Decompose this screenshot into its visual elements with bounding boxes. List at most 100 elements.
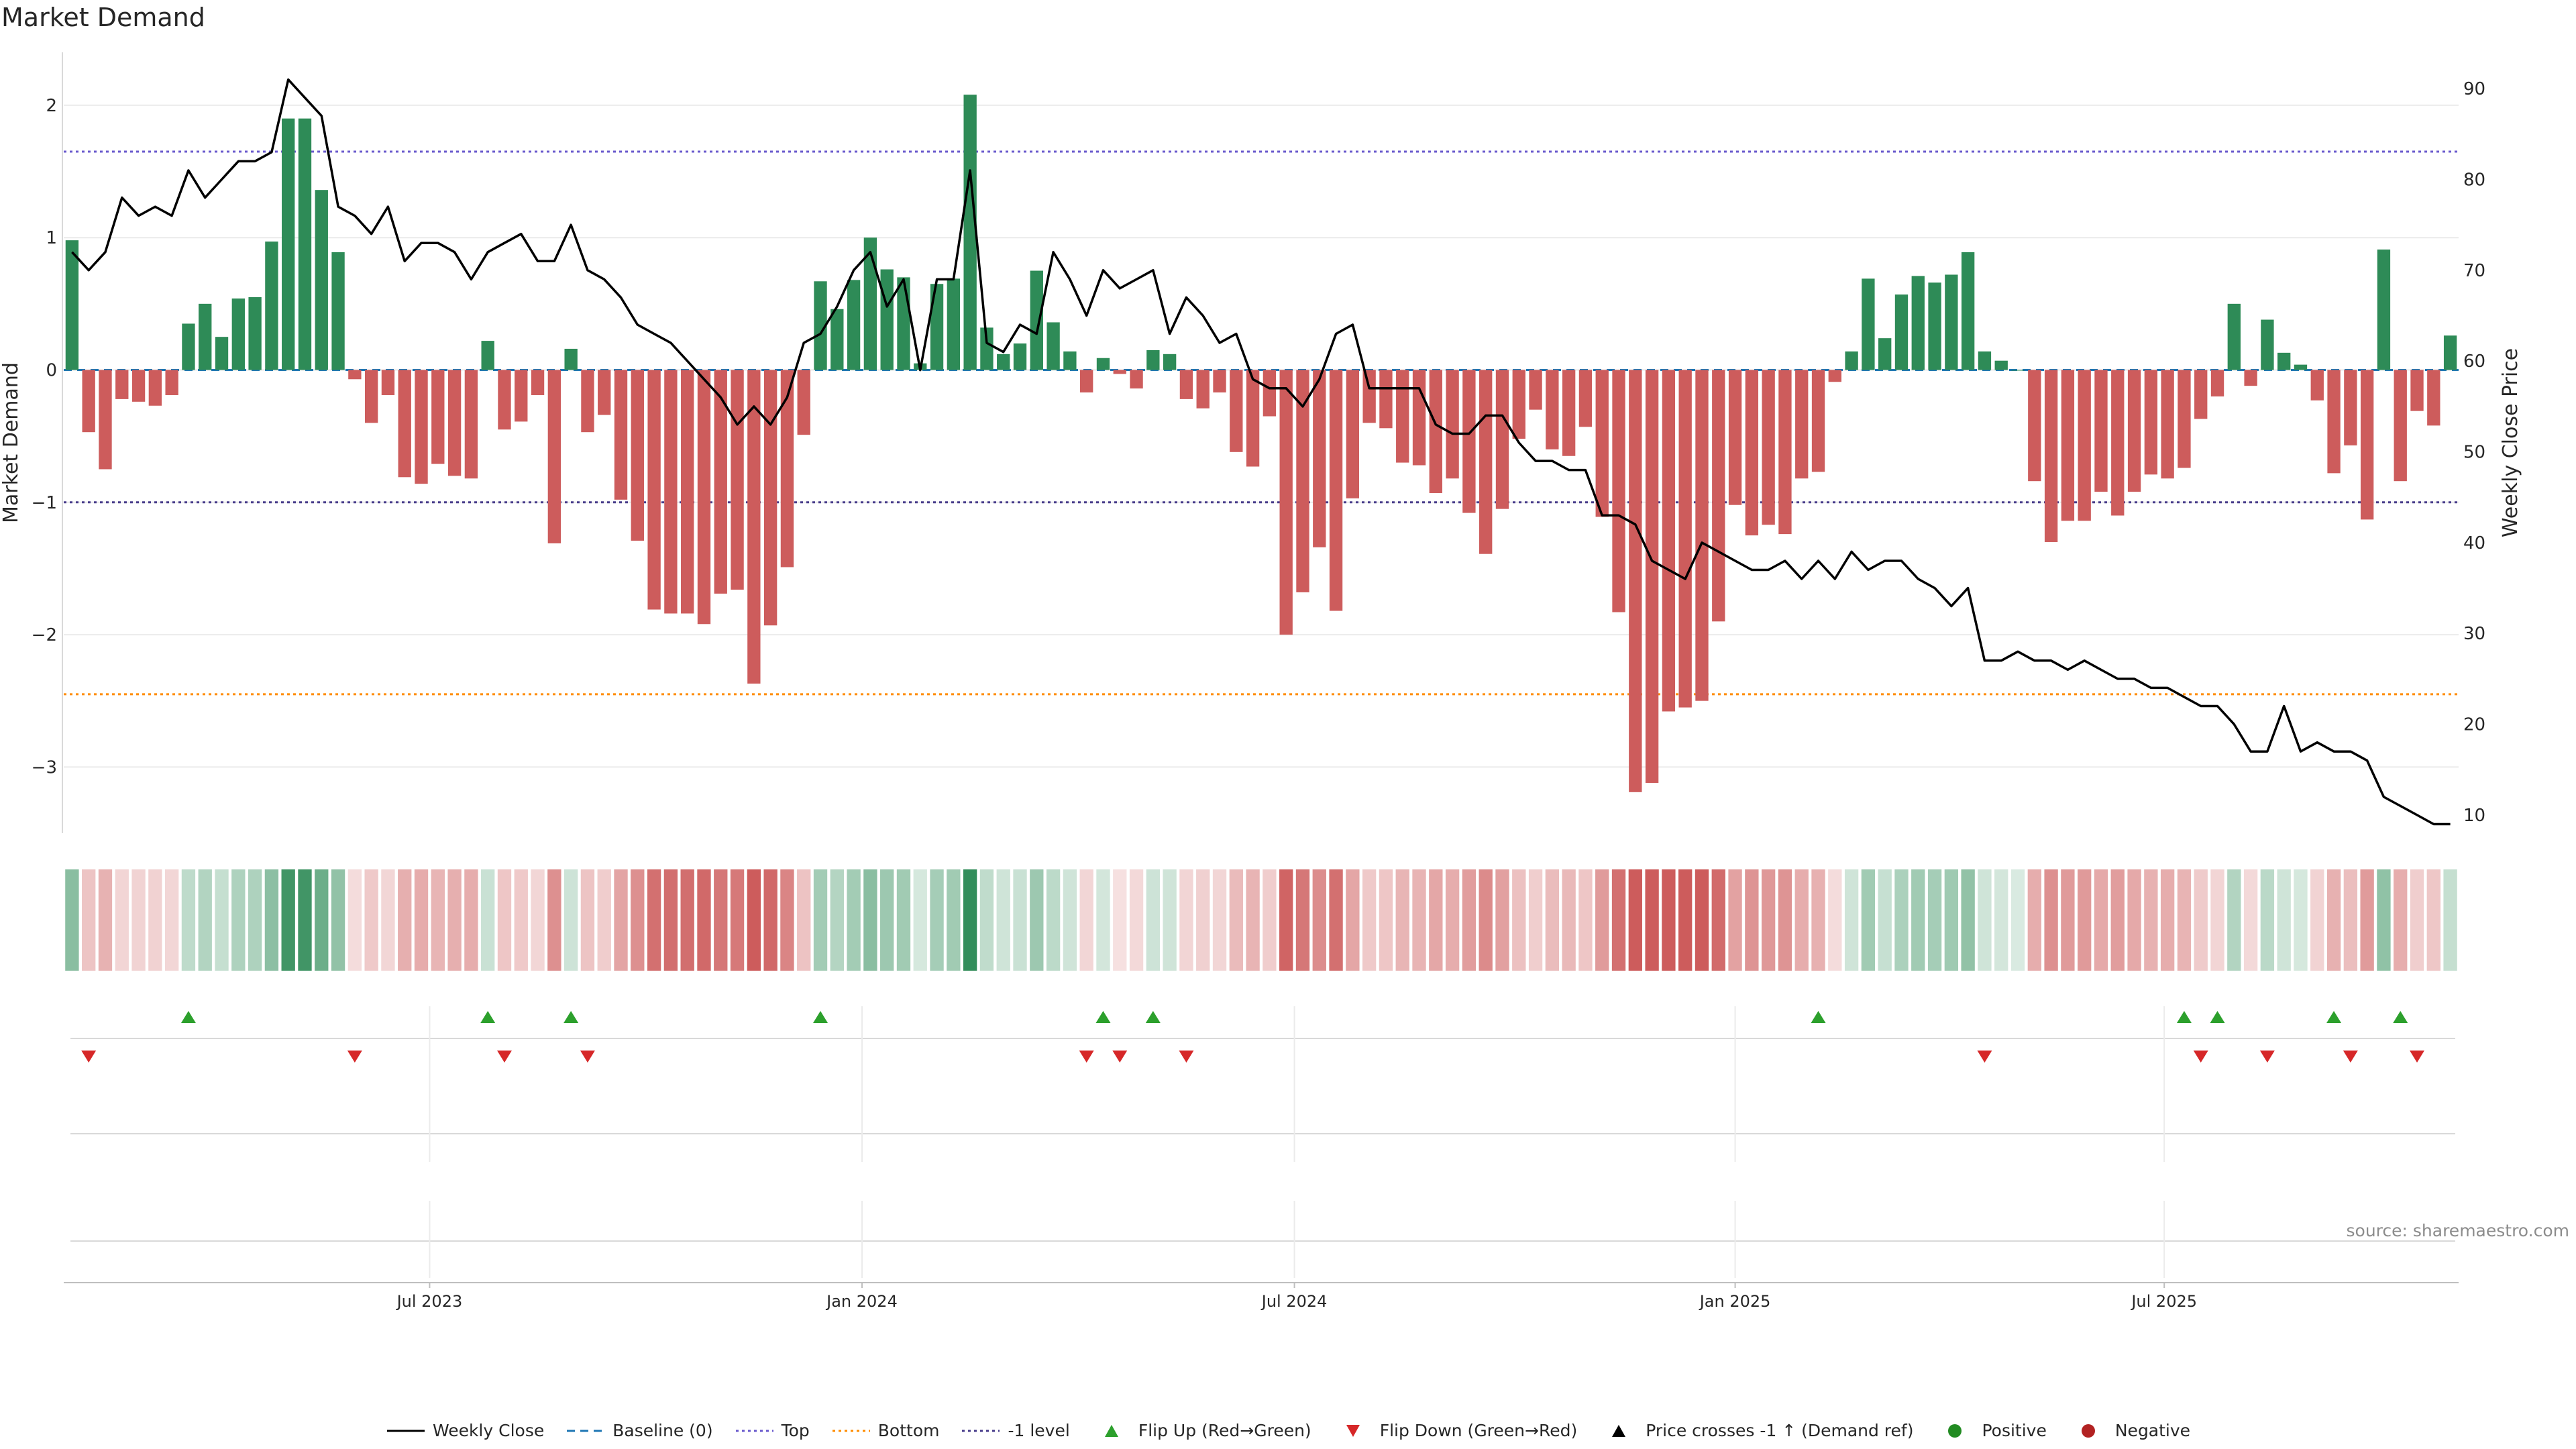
demand-bar (547, 370, 561, 543)
demand-bar (2443, 335, 2457, 370)
y2-tick-label: 50 (2463, 443, 2485, 463)
heat-cell (1129, 869, 1144, 971)
heat-cell (1745, 869, 1759, 971)
demand-bar (1163, 354, 1177, 370)
demand-bar (131, 370, 146, 402)
flip-up-marker (2176, 1011, 2192, 1023)
legend-item: Baseline (0) (566, 1421, 713, 1440)
demand-bar (2344, 370, 2357, 445)
heat-cell (2078, 869, 2092, 971)
legend-marker (735, 1430, 773, 1432)
heat-cell (863, 869, 877, 971)
demand-bar (1978, 351, 1992, 370)
demand-bar (1562, 370, 1576, 456)
demand-bar (148, 370, 162, 406)
flip-down-marker (496, 1051, 512, 1063)
heat-cell (1578, 869, 1593, 971)
demand-bar (515, 370, 528, 422)
heat-cell (1944, 869, 1959, 971)
heat-cell (680, 869, 694, 971)
heat-cell (1030, 869, 1044, 971)
demand-bar (2294, 364, 2308, 370)
heat-cell (1312, 869, 1326, 971)
heat-cell (813, 869, 828, 971)
demand-bar (2277, 352, 2291, 370)
heat-cell (1495, 869, 1509, 971)
demand-bar (115, 370, 129, 399)
demand-bar (1911, 276, 1925, 370)
y-tick-label: 1 (46, 228, 57, 248)
flip-down-marker (2410, 1051, 2425, 1063)
demand-bar (1396, 370, 1409, 463)
y2-tick-label: 10 (2463, 806, 2485, 826)
demand-bar (2144, 370, 2158, 475)
x-tick-label: Jul 2025 (2130, 1292, 2197, 1311)
heat-cell (2160, 869, 2175, 971)
demand-bar (897, 277, 910, 370)
demand-bar (1845, 351, 1858, 370)
demand-bar (2377, 249, 2391, 370)
flip-up-marker (1095, 1011, 1111, 1023)
y2-tick-label: 70 (2463, 261, 2485, 281)
demand-bar (1130, 370, 1143, 389)
demand-bar (99, 370, 112, 470)
heat-cell (1013, 869, 1027, 971)
heat-cell (1961, 869, 1975, 971)
heat-cell (663, 869, 678, 971)
heat-cell (1978, 869, 1992, 971)
heat-cell (2277, 869, 2291, 971)
heat-cell (315, 869, 329, 971)
demand-bar (763, 370, 777, 626)
demand-bar (2061, 370, 2075, 521)
heat-cell (1844, 869, 1859, 971)
legend-marker (1346, 1424, 1360, 1437)
heat-cell (497, 869, 512, 971)
demand-bar (1512, 370, 1525, 439)
heat-cell (431, 869, 445, 971)
demand-bar (1645, 370, 1659, 784)
legend-marker (386, 1430, 425, 1432)
heat-cell (1279, 869, 1293, 971)
heat-cell (1927, 869, 1942, 971)
demand-bar (1230, 370, 1243, 452)
legend-item: Flip Up (Red→Green) (1091, 1421, 1311, 1440)
demand-bar (1546, 370, 1559, 449)
y-tick-label: −2 (32, 625, 57, 645)
demand-bar (1346, 370, 1360, 498)
heat-cell (2177, 869, 2192, 971)
heat-cell (1994, 869, 2008, 971)
heat-cell (1878, 869, 1892, 971)
heat-cell (2227, 869, 2241, 971)
heat-cell (1894, 869, 1909, 971)
flip-down-marker (1179, 1051, 1194, 1063)
heat-cell (913, 869, 927, 971)
heat-cell (1179, 869, 1193, 971)
flip-down-marker (2259, 1051, 2275, 1063)
demand-bar (1080, 370, 1093, 393)
x-tick-label: Jan 2025 (1699, 1292, 1771, 1311)
x-tick-label: Jan 2024 (825, 1292, 898, 1311)
legend-label: Negative (2114, 1421, 2191, 1440)
demand-bar (1928, 282, 1941, 370)
legend-item: -1 level (961, 1421, 1070, 1440)
heat-cell (1429, 869, 1443, 971)
demand-bar (930, 284, 944, 370)
heat-cell (248, 869, 262, 971)
demand-bar (780, 370, 794, 568)
y2-tick-label: 80 (2463, 170, 2485, 190)
demand-bar (1146, 350, 1160, 370)
heat-cell (2010, 869, 2025, 971)
demand-bar (564, 348, 578, 370)
demand-bar (1495, 370, 1509, 509)
heat-cell (1479, 869, 1493, 971)
demand-bar (1412, 370, 1426, 466)
demand-bar (714, 370, 727, 594)
demand-bar (1762, 370, 1775, 525)
y-tick-label: 2 (46, 96, 57, 116)
y-tick-label: −1 (32, 493, 57, 513)
heat-cell (381, 869, 395, 971)
demand-bar (2078, 370, 2091, 521)
demand-bar (1961, 252, 1975, 370)
demand-bar (1662, 370, 1676, 712)
heat-cell (1711, 869, 1725, 971)
